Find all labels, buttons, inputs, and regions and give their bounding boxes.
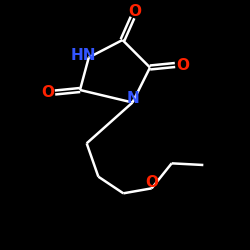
Text: N: N [126,91,139,106]
Text: O: O [41,85,54,100]
Text: HN: HN [71,48,96,62]
Text: O: O [145,174,158,190]
Text: O: O [128,4,141,19]
Text: O: O [176,58,189,72]
